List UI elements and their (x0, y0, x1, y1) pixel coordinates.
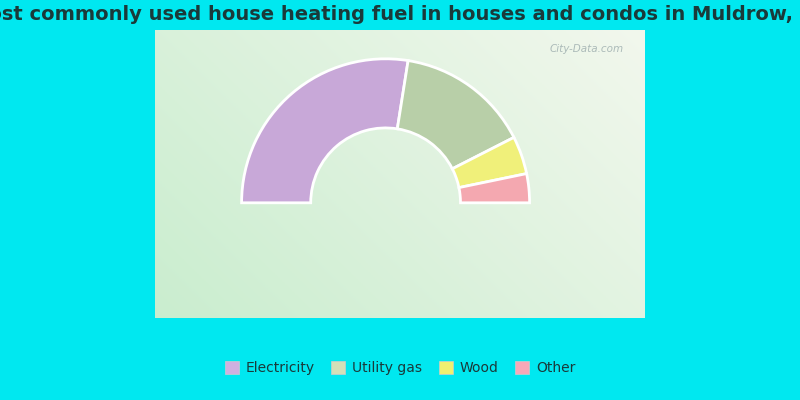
Wedge shape (459, 174, 530, 203)
Wedge shape (452, 138, 526, 188)
Text: City-Data.com: City-Data.com (549, 44, 623, 54)
Legend: Electricity, Utility gas, Wood, Other: Electricity, Utility gas, Wood, Other (218, 354, 582, 382)
Wedge shape (242, 59, 408, 203)
Wedge shape (398, 60, 514, 169)
Text: Most commonly used house heating fuel in houses and condos in Muldrow, OK: Most commonly used house heating fuel in… (0, 6, 800, 24)
